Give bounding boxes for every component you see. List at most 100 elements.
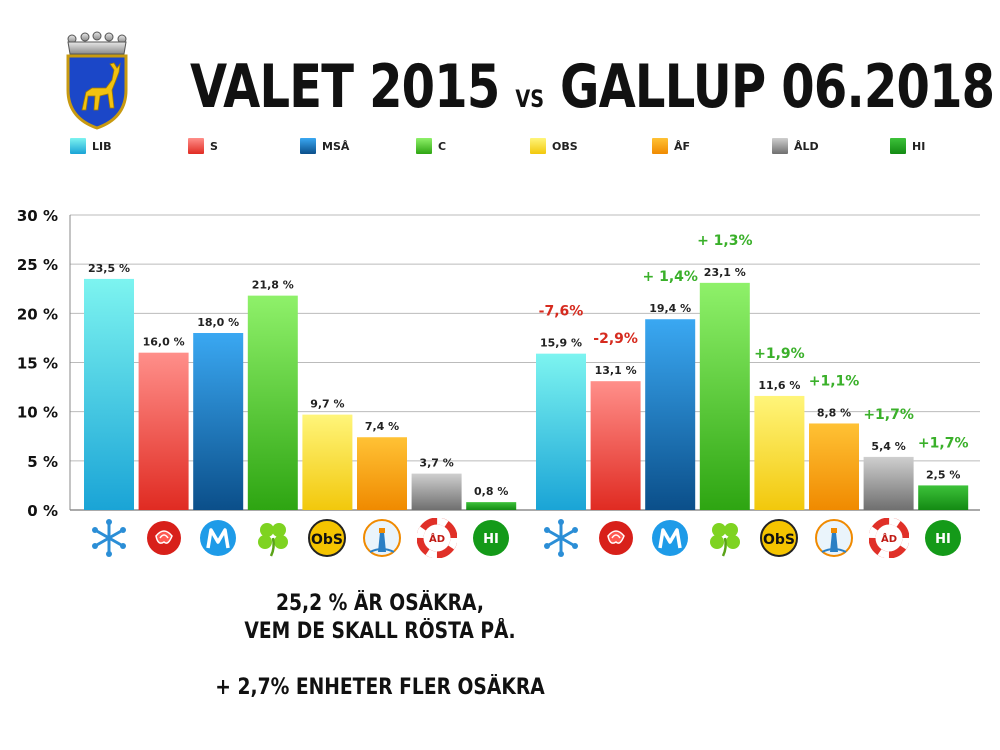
m-letter-icon bbox=[198, 518, 238, 558]
legend-swatch bbox=[70, 138, 86, 154]
note-line-2: VEM DE SKALL RÖSTA PÅ. bbox=[244, 619, 516, 644]
bar bbox=[84, 278, 134, 510]
change-label: +1,9% bbox=[754, 346, 805, 362]
y-tick-label: 0 % bbox=[27, 502, 58, 520]
y-tick-label: 15 % bbox=[17, 355, 58, 373]
bar bbox=[357, 437, 407, 510]
undecided-note: 25,2 % ÄR OSÄKRA, VEM DE SKALL RÖSTA PÅ.… bbox=[180, 590, 580, 702]
svg-text:HI: HI bbox=[483, 532, 499, 547]
obs-icon: ObS bbox=[759, 518, 799, 558]
bar bbox=[302, 414, 353, 510]
y-tick-label: 5 % bbox=[27, 453, 58, 471]
title-part2: GALLUP 06.2018 bbox=[559, 52, 995, 122]
legend-item-lib: LIB bbox=[70, 138, 112, 154]
change-label: + 1,3% bbox=[697, 233, 752, 249]
data-label: 23,1 % bbox=[704, 266, 746, 279]
obs-icon: ObS bbox=[307, 518, 347, 558]
change-label: + 1,4% bbox=[642, 269, 697, 285]
lighthouse-icon bbox=[814, 518, 854, 558]
snowflake-icon bbox=[89, 518, 129, 558]
title-vs: VS bbox=[515, 85, 545, 113]
bar bbox=[466, 502, 517, 510]
lifebuoy-icon: ÅD bbox=[868, 517, 910, 559]
svg-text:ÅD: ÅD bbox=[429, 532, 445, 545]
y-tick-label: 10 % bbox=[17, 404, 58, 422]
legend-label: MSÅ bbox=[322, 139, 350, 153]
hi-icon: HI bbox=[923, 518, 963, 558]
change-label: +1,7% bbox=[918, 435, 969, 451]
data-label: 23,5 % bbox=[88, 262, 130, 275]
clover-icon bbox=[253, 518, 293, 558]
change-label: +1,1% bbox=[809, 373, 860, 389]
legend-label: HI bbox=[912, 139, 926, 153]
page-title: VALET 2015 VS GALLUP 06.2018 bbox=[190, 52, 995, 134]
legend-swatch bbox=[652, 138, 668, 154]
legend-label: S bbox=[210, 139, 218, 153]
m-letter-icon bbox=[650, 518, 690, 558]
svg-text:ObS: ObS bbox=[311, 532, 343, 548]
rose-icon bbox=[144, 518, 184, 558]
note-line-3: + 2,7% ENHETER FLER OSÄKRA bbox=[215, 675, 545, 700]
legend-swatch bbox=[530, 138, 546, 154]
legend-label: OBS bbox=[552, 139, 578, 153]
title-part1: VALET 2015 bbox=[190, 52, 500, 122]
data-label: 21,8 % bbox=[252, 279, 294, 292]
legend-label: ÅLD bbox=[794, 139, 819, 153]
note-line-1: 25,2 % ÄR OSÄKRA, bbox=[276, 591, 484, 616]
bar bbox=[863, 456, 914, 510]
change-label: -2,9% bbox=[593, 331, 638, 347]
data-label: 0,8 % bbox=[474, 485, 508, 498]
legend-item-c: C bbox=[416, 138, 446, 154]
data-label: 8,8 % bbox=[817, 406, 851, 419]
lifebuoy-icon: ÅD bbox=[416, 517, 458, 559]
snowflake-icon bbox=[541, 518, 581, 558]
clover-icon bbox=[705, 518, 745, 558]
y-tick-label: 30 % bbox=[17, 207, 58, 225]
bar bbox=[754, 395, 805, 510]
data-label: 3,7 % bbox=[419, 457, 453, 470]
legend-swatch bbox=[416, 138, 432, 154]
legend-swatch bbox=[772, 138, 788, 154]
bar bbox=[138, 352, 189, 510]
legend-label: ÅF bbox=[674, 139, 691, 153]
y-axis-ticks: 0 % 5 % 10 % 15 % 20 % 25 % 30 % bbox=[17, 207, 58, 520]
data-label: 11,6 % bbox=[758, 379, 800, 392]
legend-item-ald: ÅLD bbox=[772, 138, 819, 154]
hi-icon: HI bbox=[471, 518, 511, 558]
bar-chart: 0 % 5 % 10 % 15 % 20 % 25 % 30 % 23,5 % 16,0 % 1… bbox=[17, 207, 980, 520]
svg-text:HI: HI bbox=[935, 532, 951, 547]
bar bbox=[590, 381, 641, 510]
chart-legend: LIB S MSÅ C OBS ÅF ÅLD HI bbox=[0, 138, 1000, 162]
data-label: 13,1 % bbox=[595, 364, 637, 377]
bar bbox=[699, 282, 750, 510]
legend-swatch bbox=[188, 138, 204, 154]
bar bbox=[918, 485, 969, 510]
legend-item-msa: MSÅ bbox=[300, 138, 349, 154]
y-tick-label: 25 % bbox=[17, 256, 58, 274]
bar bbox=[536, 353, 586, 510]
svg-text:ObS: ObS bbox=[763, 532, 795, 548]
legend-swatch bbox=[300, 138, 316, 154]
bars bbox=[84, 278, 969, 510]
legend-swatch bbox=[890, 138, 906, 154]
data-label: 7,4 % bbox=[365, 420, 399, 433]
rose-icon bbox=[596, 518, 636, 558]
data-label: 9,7 % bbox=[310, 398, 344, 411]
data-label: 15,9 % bbox=[540, 337, 582, 350]
lighthouse-icon bbox=[362, 518, 402, 558]
change-label: +1,7% bbox=[863, 407, 914, 423]
data-label: 2,5 % bbox=[926, 468, 960, 481]
value-labels: 23,5 % 16,0 % 18,0 % 21,8 % 9,7 % 7,4 % 3,7 % 0… bbox=[88, 233, 968, 498]
legend-label: LIB bbox=[92, 139, 112, 153]
legend-item-af: ÅF bbox=[652, 138, 690, 154]
legend-item-hi: HI bbox=[890, 138, 925, 154]
svg-text:ÅD: ÅD bbox=[881, 532, 897, 545]
bar bbox=[809, 423, 859, 510]
data-label: 16,0 % bbox=[143, 336, 185, 349]
bar bbox=[411, 473, 462, 510]
data-label: 19,4 % bbox=[649, 302, 691, 315]
bar bbox=[193, 333, 244, 510]
legend-label: C bbox=[438, 139, 447, 153]
y-tick-label: 20 % bbox=[17, 305, 58, 323]
data-label: 5,4 % bbox=[871, 440, 905, 453]
